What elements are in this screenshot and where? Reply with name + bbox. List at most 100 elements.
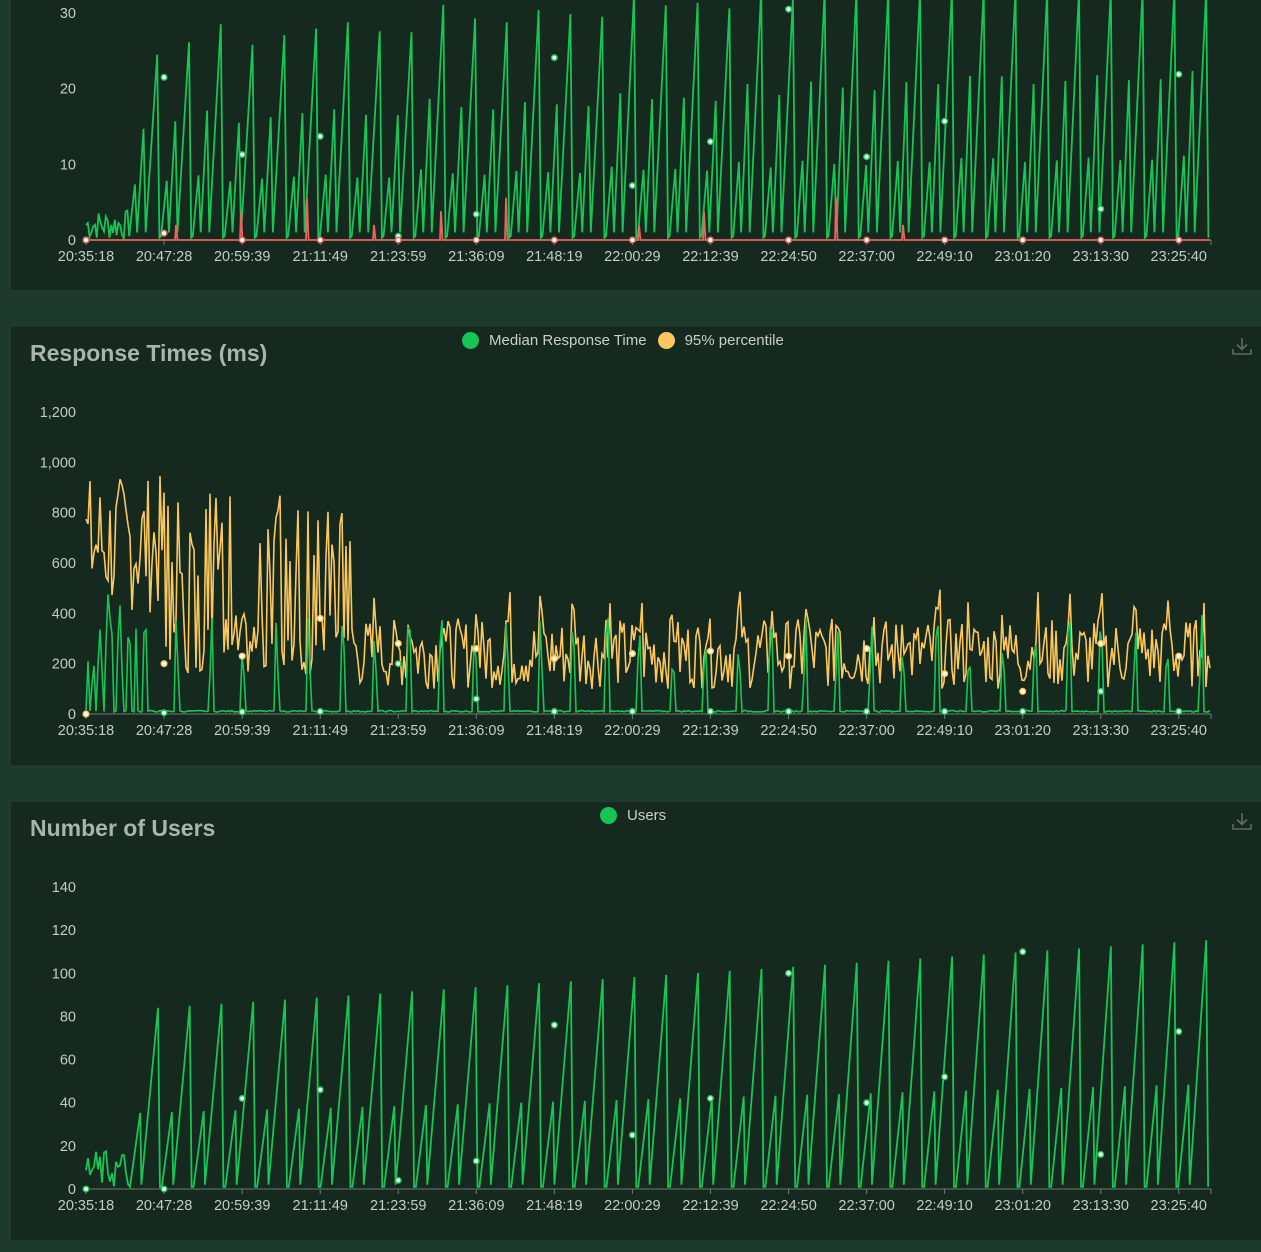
y-tick-label: 20 bbox=[60, 1139, 76, 1155]
data-point bbox=[706, 236, 714, 244]
data-point bbox=[550, 655, 558, 663]
y-tick-label: 10 bbox=[60, 157, 76, 173]
data-point bbox=[160, 709, 168, 717]
x-tick-label: 22:24:50 bbox=[760, 723, 816, 739]
x-tick-label: 23:25:40 bbox=[1151, 1198, 1207, 1214]
x-tick-label: 21:11:49 bbox=[293, 249, 348, 265]
panel-title: Response Times (ms) bbox=[30, 340, 268, 366]
y-tick-label: 20 bbox=[60, 82, 76, 98]
legend-label: Users bbox=[627, 807, 667, 824]
data-point bbox=[316, 236, 324, 244]
download-icon[interactable] bbox=[1231, 335, 1253, 357]
x-tick-label: 20:35:18 bbox=[58, 723, 114, 739]
x-tick-label: 23:13:30 bbox=[1073, 249, 1129, 265]
x-tick-label: 23:25:40 bbox=[1151, 249, 1207, 265]
data-point bbox=[1175, 70, 1183, 78]
x-tick-label: 22:49:10 bbox=[916, 1198, 972, 1214]
users-panel: Number of Users Users 0 20 40 60 80 100 120 140… bbox=[11, 802, 1261, 1240]
data-point bbox=[550, 1021, 558, 1029]
y-tick-label: 600 bbox=[52, 556, 76, 572]
download-icon[interactable] bbox=[1231, 810, 1253, 832]
legend-item-median[interactable]: Median Response Time bbox=[462, 332, 647, 349]
data-point bbox=[1175, 707, 1183, 716]
data-point bbox=[941, 670, 949, 678]
x-tick-label: 20:59:39 bbox=[214, 249, 270, 265]
data-point bbox=[785, 969, 793, 977]
legend-item-users[interactable]: Users bbox=[600, 807, 666, 824]
data-point bbox=[472, 236, 480, 244]
x-tick-label: 23:13:30 bbox=[1073, 1198, 1129, 1214]
data-point bbox=[160, 229, 168, 237]
data-point bbox=[238, 236, 246, 244]
y-tick-label: 30 bbox=[60, 6, 76, 22]
data-point bbox=[394, 639, 402, 648]
data-point bbox=[941, 707, 949, 716]
x-tick-label: 21:36:09 bbox=[448, 249, 504, 265]
data-point bbox=[82, 710, 90, 718]
x-tick-label: 21:11:49 bbox=[293, 1198, 348, 1214]
x-tick-label: 22:12:39 bbox=[682, 723, 738, 739]
data-point bbox=[863, 1099, 871, 1107]
data-point bbox=[785, 5, 793, 13]
x-tick-label: 20:59:39 bbox=[214, 723, 270, 739]
x-tick-label: 21:36:09 bbox=[448, 723, 504, 739]
data-point bbox=[316, 1086, 324, 1094]
y-tick-label: 0 bbox=[68, 233, 76, 249]
legend-dot-icon bbox=[657, 332, 675, 349]
data-point bbox=[628, 181, 636, 190]
legend-label: Median Response Time bbox=[489, 332, 647, 349]
data-point bbox=[82, 236, 90, 244]
x-tick-label: 21:23:59 bbox=[370, 249, 426, 265]
x-tick-label: 22:00:29 bbox=[604, 1198, 660, 1214]
data-point bbox=[1097, 205, 1105, 213]
data-point bbox=[472, 645, 480, 653]
data-point bbox=[238, 652, 246, 660]
chart-legend: Median Response Time 95% percentile bbox=[462, 332, 795, 349]
data-point bbox=[316, 614, 324, 622]
data-point bbox=[160, 73, 168, 81]
x-tick-label: 22:49:10 bbox=[916, 249, 972, 265]
data-point bbox=[472, 210, 480, 218]
x-tick-label: 21:36:09 bbox=[448, 1198, 504, 1214]
data-point bbox=[785, 707, 793, 716]
y-tick-label: 0 bbox=[68, 707, 76, 723]
data-point bbox=[394, 1176, 402, 1184]
data-point bbox=[706, 707, 714, 716]
data-point bbox=[316, 707, 324, 716]
x-tick-label: 22:12:39 bbox=[682, 249, 738, 265]
series-line-users bbox=[85, 940, 1209, 1189]
data-point bbox=[628, 650, 636, 658]
data-point bbox=[1097, 639, 1105, 648]
x-tick-label: 21:23:59 bbox=[370, 723, 426, 739]
data-point bbox=[1019, 707, 1027, 716]
y-tick-label: 800 bbox=[52, 506, 76, 522]
series-line-p95 bbox=[85, 476, 1211, 690]
x-tick-label: 21:48:19 bbox=[526, 1198, 582, 1214]
data-point bbox=[238, 1094, 246, 1102]
y-tick-label: 80 bbox=[60, 1009, 76, 1025]
x-tick-label: 21:48:19 bbox=[526, 723, 582, 739]
data-point bbox=[863, 236, 871, 244]
data-point bbox=[1097, 1150, 1105, 1159]
x-tick-label: 22:49:10 bbox=[916, 723, 972, 739]
y-tick-label: 60 bbox=[60, 1053, 76, 1069]
data-point bbox=[941, 117, 949, 125]
data-point bbox=[1019, 687, 1027, 695]
x-tick-label: 20:59:39 bbox=[214, 1198, 270, 1214]
x-tick-label: 22:12:39 bbox=[682, 1198, 738, 1214]
data-point bbox=[785, 236, 793, 244]
data-point bbox=[785, 652, 793, 660]
requests-chart-panel: 0 10 20 30 20:35:18 20:47:28 20:59:39 21:11:49 2… bbox=[11, 0, 1261, 290]
x-tick-label: 20:35:18 bbox=[58, 1198, 114, 1214]
data-point bbox=[82, 1185, 90, 1193]
data-point bbox=[1175, 652, 1183, 660]
chart-legend: Users bbox=[600, 807, 677, 824]
y-tick-label: 120 bbox=[52, 923, 76, 939]
response-times-panel: Response Times (ms) Median Response Time… bbox=[11, 327, 1261, 765]
legend-dot-icon bbox=[600, 807, 617, 824]
data-point bbox=[706, 647, 714, 655]
legend-item-p95[interactable]: 95% percentile bbox=[657, 332, 784, 349]
x-tick-label: 22:37:00 bbox=[838, 249, 894, 265]
response-times-chart: 0 200 400 600 800 1,000 1,200 20:35:18 20:47:28 2… bbox=[40, 405, 1212, 739]
data-point bbox=[1019, 948, 1027, 956]
